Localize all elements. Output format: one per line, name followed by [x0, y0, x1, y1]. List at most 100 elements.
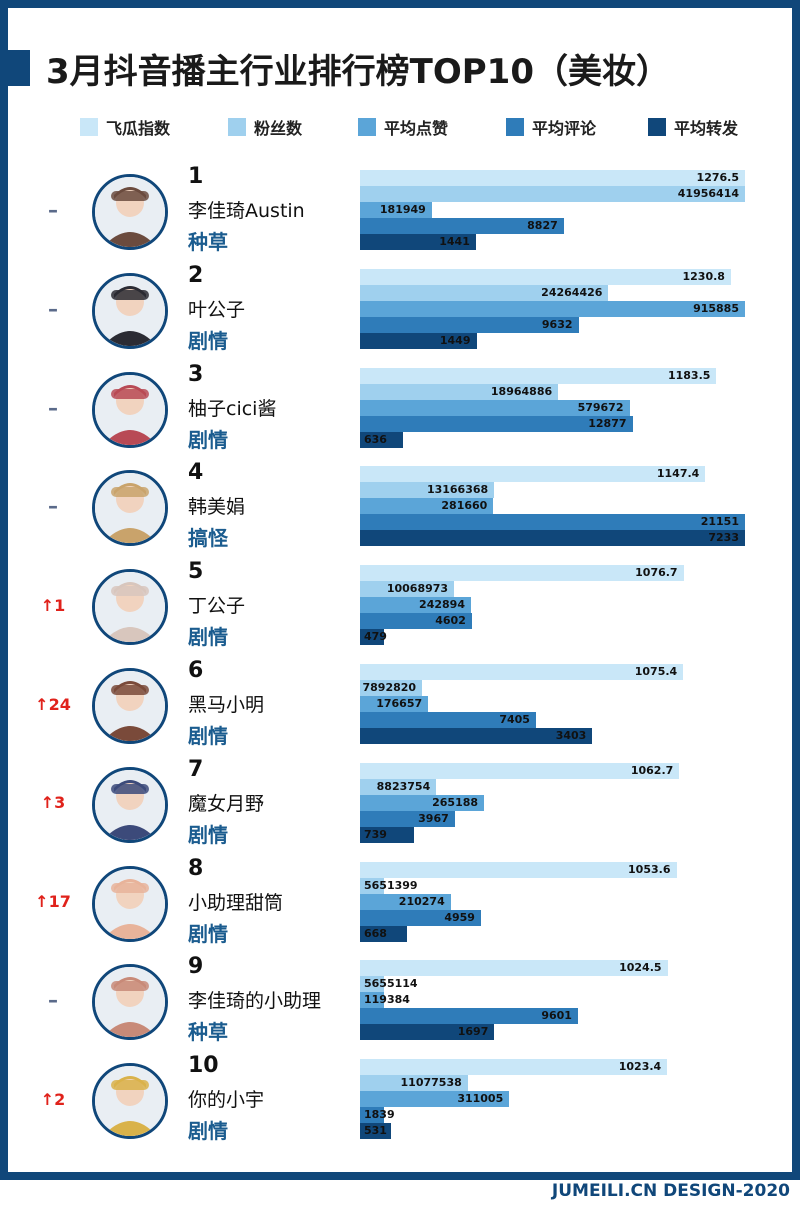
legend-label: 粉丝数 — [254, 119, 303, 138]
bar-value-label: 8823754 — [376, 779, 431, 793]
rank-change-indicator: – — [48, 395, 58, 420]
row-bars: 1024.5 5655114 119384 9601 1697 — [360, 960, 760, 1042]
rank-number: 7 — [188, 756, 204, 782]
rank-change-indicator: – — [48, 198, 58, 222]
bar-value-label: 210274 — [398, 894, 445, 908]
avatar — [92, 865, 168, 942]
row-bars: 1230.8 24264426 915885 9632 1449 — [360, 268, 760, 351]
bar-value-label: 3967 — [418, 811, 449, 825]
bar-series-5 — [360, 431, 403, 448]
legend-label: 平均点赞 — [384, 119, 449, 138]
bar-value-label: 7405 — [499, 713, 530, 726]
bar-value-label: 1276.5 — [696, 171, 739, 184]
rank-change-indicator: ↑2 — [40, 1089, 66, 1109]
row-bars: 1075.4 7892820 176657 7405 3403 — [360, 664, 760, 746]
bar-value-label: 281660 — [441, 499, 488, 513]
bar-value-label: 18964886 — [490, 384, 553, 398]
bar-series-4 — [360, 218, 564, 234]
bar-series-3 — [360, 794, 484, 811]
bar-series-5 — [360, 728, 593, 744]
ranking-row: ↑17 8 小助理甜筒 剧情 1053.6 5651399 210274 4959 668 — [0, 856, 800, 954]
rank-number: 2 — [188, 262, 204, 288]
bar-value-label: 915885 — [693, 301, 739, 315]
rank-change-indicator: ↑3 — [40, 793, 66, 813]
bar-series-3 — [360, 300, 745, 317]
bar-series-3 — [360, 498, 494, 515]
chart-legend: 飞瓜指数 粉丝数 平均点赞 平均评论 平均转发 — [0, 112, 800, 142]
streamer-name: 魔女月野 — [188, 792, 265, 815]
rank-number: 1 — [188, 164, 204, 189]
bar-series-2 — [360, 284, 609, 301]
row-bars: 1062.7 8823754 265188 3967 739 — [360, 762, 760, 845]
streamer-name: 你的小宇 — [188, 1089, 265, 1112]
bar-series-1 — [360, 960, 668, 977]
bar-series-5 — [360, 234, 476, 250]
bar-value-label: 24264426 — [541, 285, 603, 299]
bar-value-label: 579672 — [577, 400, 624, 414]
avatar — [92, 1063, 168, 1140]
ranking-row: ↑3 7 魔女月野 剧情 1062.7 8823754 265188 3967 739 — [0, 757, 800, 855]
streamer-name: 小助理甜筒 — [188, 891, 284, 914]
bar-series-1 — [360, 367, 717, 384]
bar-value-label: 181949 — [379, 203, 426, 216]
bar-value-label: 5651399 — [364, 878, 418, 892]
ranking-row: – 4 韩美娟 搞怪 1147.4 13166368 281660 21151 7233 — [0, 460, 800, 558]
bar-value-label: 1024.5 — [619, 961, 662, 975]
streamer-name: 李佳琦的小助理 — [188, 990, 322, 1013]
bar-value-label: 21151 — [700, 515, 739, 529]
bar-series-1 — [360, 762, 680, 779]
bar-series-4 — [360, 712, 536, 728]
bar-value-label: 479 — [364, 630, 387, 644]
bar-value-label: 1023.4 — [618, 1060, 662, 1074]
bar-value-label: 739 — [364, 827, 387, 841]
bar-series-2 — [360, 1075, 468, 1092]
ranking-row: ↑1 5 丁公子 剧情 1076.7 10068973 242894 4602 479 — [0, 559, 800, 657]
streamer-category: 搞怪 — [188, 526, 228, 551]
frame-top-border — [0, 0, 800, 8]
bar-value-label: 10068973 — [386, 582, 449, 596]
legend-item: 平均评论 — [506, 112, 596, 142]
bar-value-label: 1075.4 — [634, 665, 678, 678]
bar-series-4 — [360, 415, 633, 432]
bar-value-label: 41956414 — [677, 187, 739, 200]
footer-credit: JUMEILI.CN DESIGN-2020 — [551, 1181, 790, 1201]
rank-change-indicator: – — [48, 988, 58, 1013]
streamer-name: 柚子cici酱 — [188, 397, 277, 420]
rank-number: 10 — [188, 1053, 219, 1079]
bar-value-label: 12877 — [588, 416, 627, 430]
rank-number: 5 — [188, 559, 204, 585]
bar-value-label: 4602 — [435, 614, 466, 628]
bar-value-label: 119384 — [364, 993, 410, 1007]
rank-number: 9 — [188, 954, 204, 980]
bar-series-5 — [360, 530, 745, 547]
bar-value-label: 242894 — [419, 598, 465, 612]
bar-series-2 — [360, 680, 422, 696]
bar-series-1 — [360, 664, 684, 680]
bar-series-1 — [360, 1059, 668, 1076]
rank-change-indicator: – — [48, 494, 58, 519]
streamer-category: 剧情 — [188, 822, 228, 847]
bar-series-3 — [360, 597, 471, 614]
bar-value-label: 5655114 — [364, 977, 418, 991]
bar-value-label: 4959 — [444, 910, 475, 924]
legend-swatch — [228, 118, 246, 136]
streamer-category: 剧情 — [188, 921, 228, 946]
legend-swatch — [506, 118, 524, 136]
bar-value-label: 1441 — [439, 235, 470, 248]
bar-series-4 — [360, 316, 579, 333]
bar-value-label: 8827 — [527, 219, 558, 232]
bar-series-3 — [360, 696, 429, 712]
avatar — [92, 964, 168, 1041]
rank-change-indicator: ↑24 — [35, 694, 71, 714]
bar-series-5 — [360, 1024, 495, 1041]
streamer-category: 种草 — [188, 230, 228, 254]
rank-number: 3 — [188, 361, 204, 387]
bar-value-label: 7892820 — [362, 681, 417, 694]
bar-series-2 — [360, 877, 384, 894]
bar-value-label: 9601 — [541, 1009, 572, 1023]
row-bars: 1076.7 10068973 242894 4602 479 — [360, 565, 760, 647]
rank-number: 4 — [188, 460, 204, 486]
streamer-name: 叶公子 — [188, 298, 246, 321]
bar-value-label: 1147.4 — [656, 467, 700, 481]
bar-series-1 — [360, 268, 731, 285]
